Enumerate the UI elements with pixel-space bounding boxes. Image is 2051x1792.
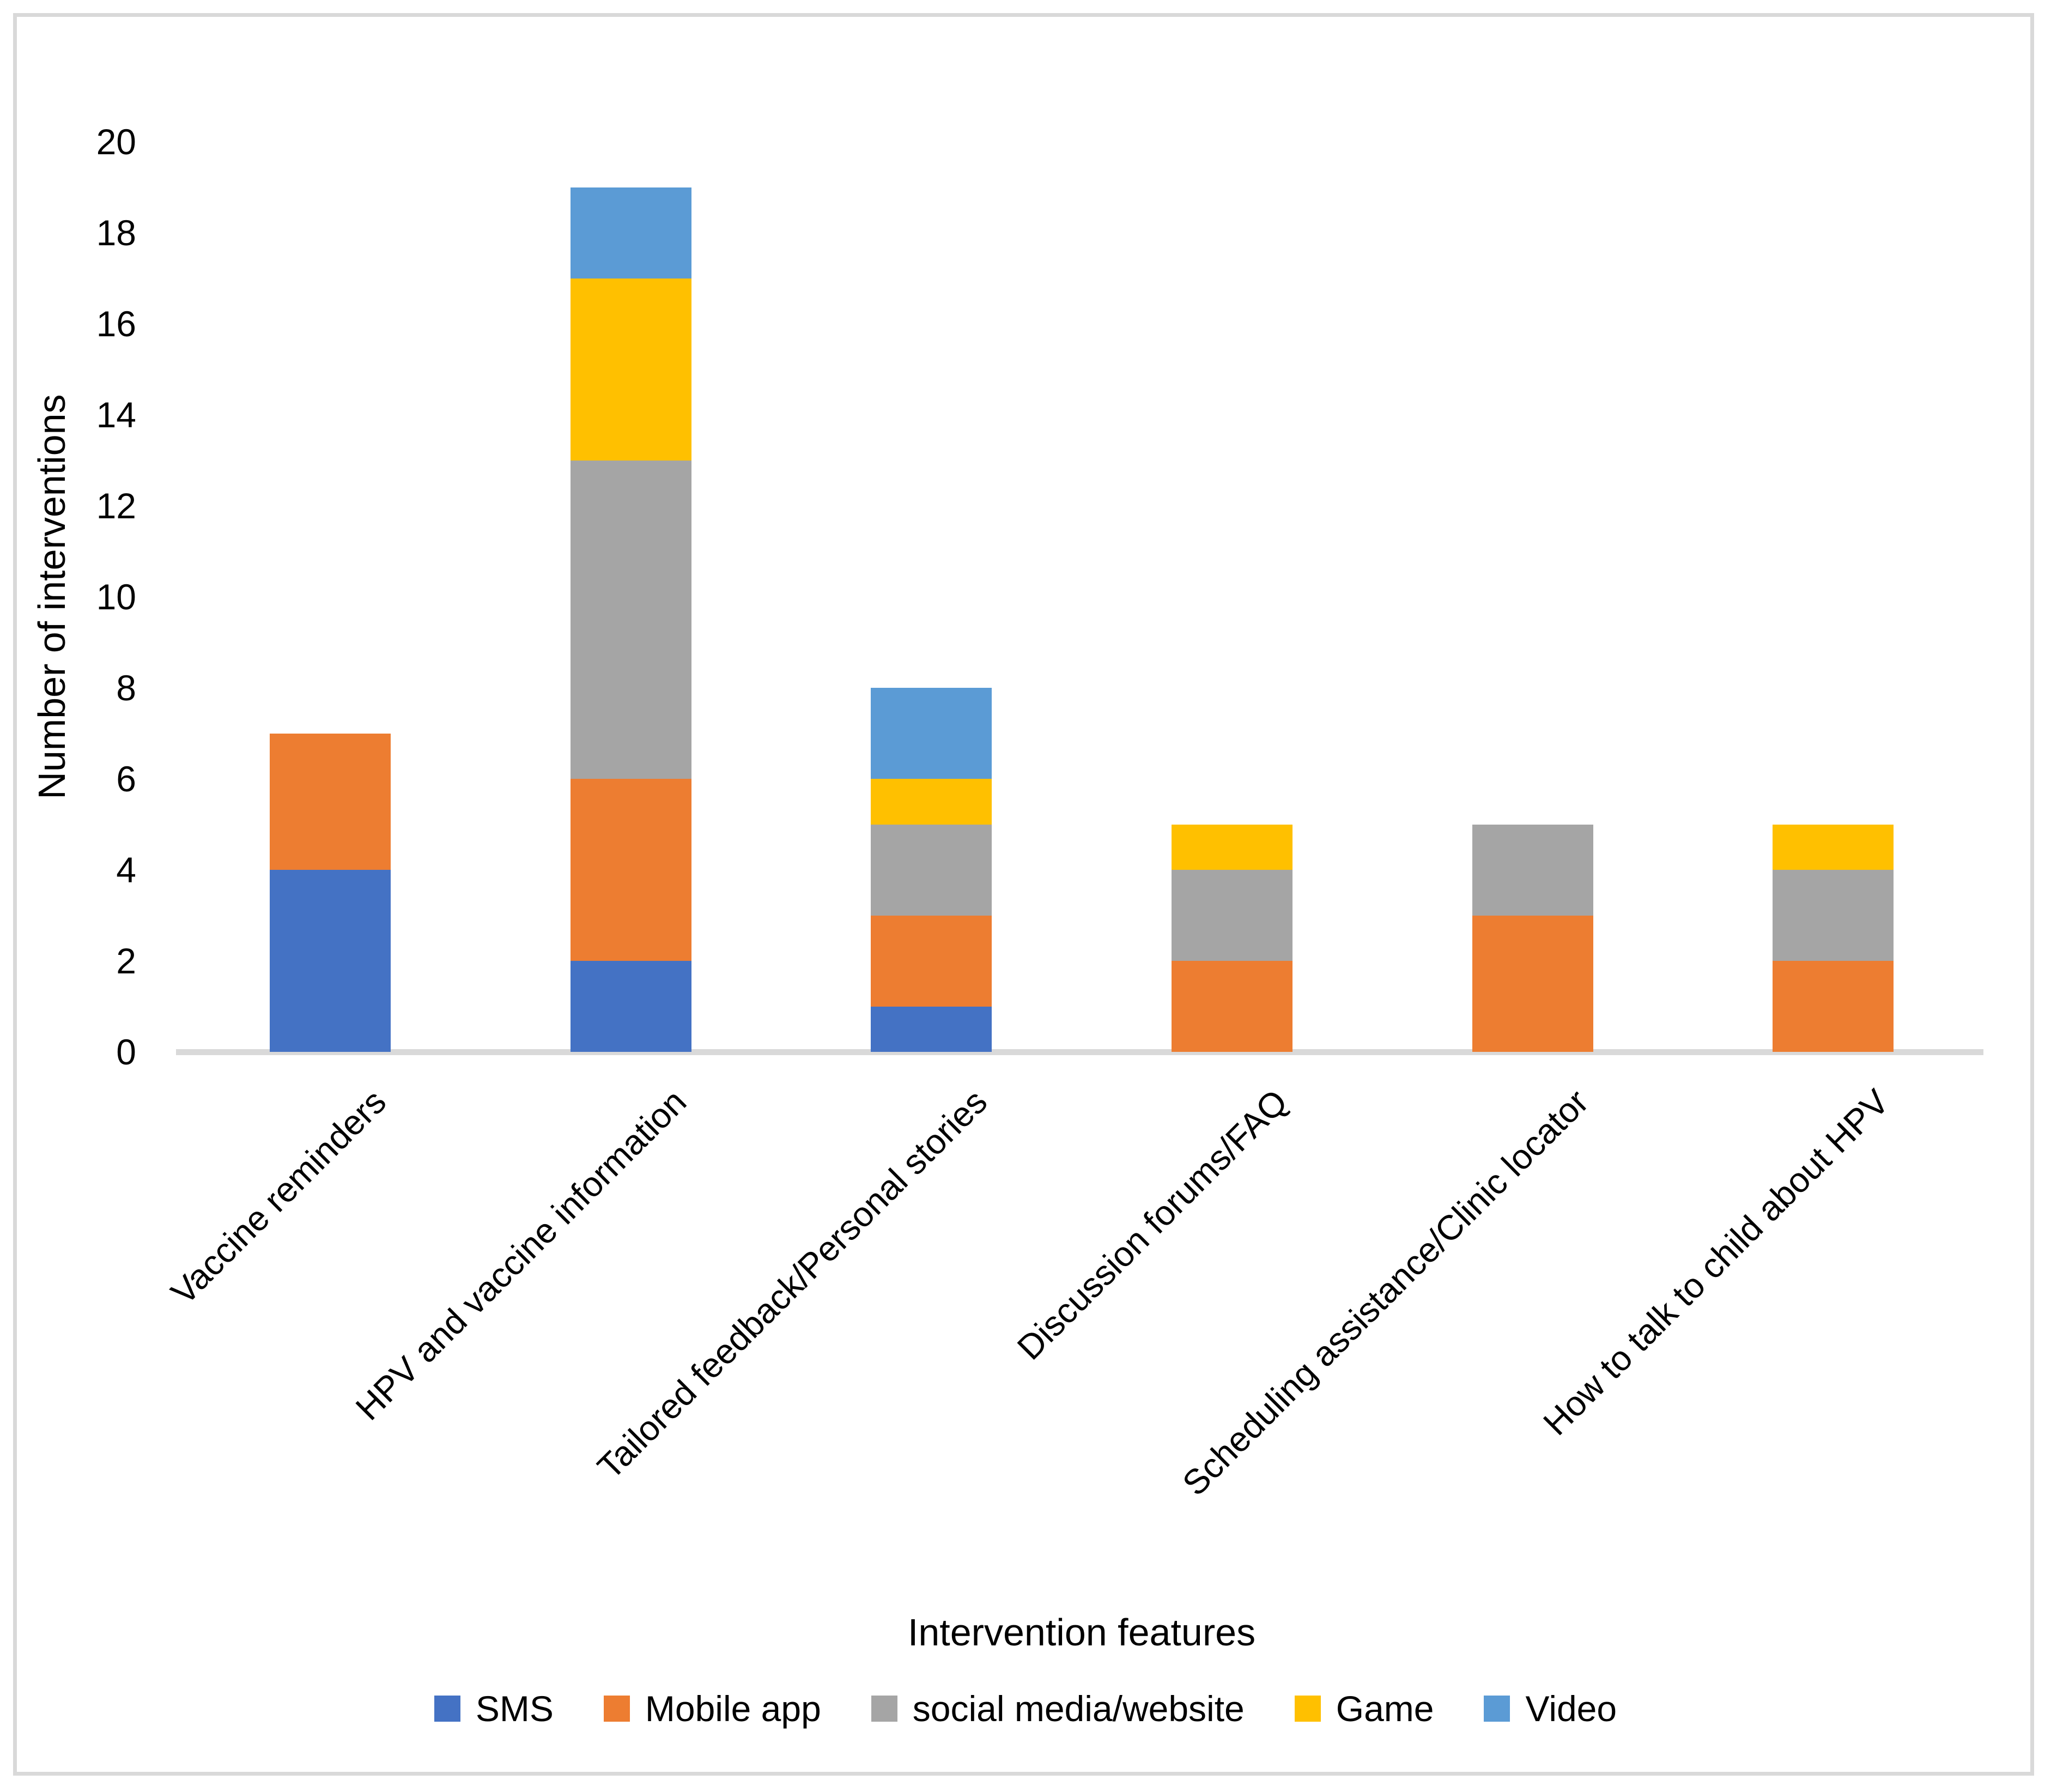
y-tick-label: 4 xyxy=(116,850,136,890)
legend-item: Game xyxy=(1294,1688,1434,1729)
bar-segment-game xyxy=(570,278,691,461)
legend-label: SMS xyxy=(475,1688,554,1729)
legend-label: social media/website xyxy=(912,1688,1245,1729)
y-tick-label: 12 xyxy=(96,486,136,526)
bar-segment-mobile-app xyxy=(871,915,992,1007)
bar-segment-social-media-website xyxy=(1773,870,1894,961)
legend-label: Video xyxy=(1525,1688,1617,1729)
bar-segment-game xyxy=(871,779,992,825)
legend-marker-icon xyxy=(1484,1696,1510,1722)
figure-border xyxy=(13,13,2034,1776)
y-tick-label: 10 xyxy=(96,577,136,617)
legend-marker-icon xyxy=(1294,1696,1321,1722)
legend-item: Video xyxy=(1484,1690,1617,1728)
bar-segment-sms xyxy=(871,1006,992,1052)
legend-item: SMS xyxy=(434,1690,554,1728)
legend-label: Game xyxy=(1336,1688,1434,1729)
bar-segment-mobile-app xyxy=(1472,915,1593,1052)
legend-label: Mobile app xyxy=(645,1688,821,1729)
bar-segment-mobile-app xyxy=(1773,961,1894,1052)
y-tick-label: 14 xyxy=(96,395,136,435)
y-tick-label: 8 xyxy=(116,668,136,708)
bar-segment-video xyxy=(871,688,992,779)
y-tick-label: 0 xyxy=(116,1032,136,1072)
bar-segment-sms xyxy=(269,870,391,1052)
bar-segment-video xyxy=(570,187,691,279)
x-axis-title: Intervention features xyxy=(907,1611,1256,1654)
x-axis-line xyxy=(176,1049,1983,1055)
y-tick-label: 20 xyxy=(96,122,136,162)
legend-marker-icon xyxy=(603,1696,630,1722)
y-tick-label: 6 xyxy=(116,759,136,799)
legend-marker-icon xyxy=(871,1696,897,1722)
bar-segment-social-media-website xyxy=(1171,870,1293,961)
bar-segment-game xyxy=(1171,824,1293,870)
bar-segment-sms xyxy=(570,961,691,1052)
bar-segment-game xyxy=(1773,824,1894,870)
y-tick-label: 18 xyxy=(96,213,136,253)
legend-item: social media/website xyxy=(871,1690,1245,1728)
legend-marker-icon xyxy=(434,1696,460,1722)
bar-segment-mobile-app xyxy=(269,733,391,870)
y-tick-label: 2 xyxy=(116,941,136,981)
bar-segment-social-media-website xyxy=(1472,824,1593,916)
legend-item: Mobile app xyxy=(603,1688,821,1729)
bar-segment-mobile-app xyxy=(570,779,691,961)
legend: SMS Mobile app social media/website Game Vid… xyxy=(0,1690,2051,1728)
bar-segment-mobile-app xyxy=(1171,961,1293,1052)
y-tick-label: 16 xyxy=(96,304,136,344)
bar-segment-social-media-website xyxy=(570,460,691,779)
bar-segment-social-media-website xyxy=(871,824,992,916)
